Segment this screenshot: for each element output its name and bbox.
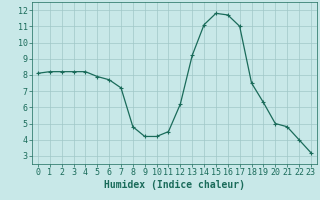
X-axis label: Humidex (Indice chaleur): Humidex (Indice chaleur)	[104, 180, 245, 190]
